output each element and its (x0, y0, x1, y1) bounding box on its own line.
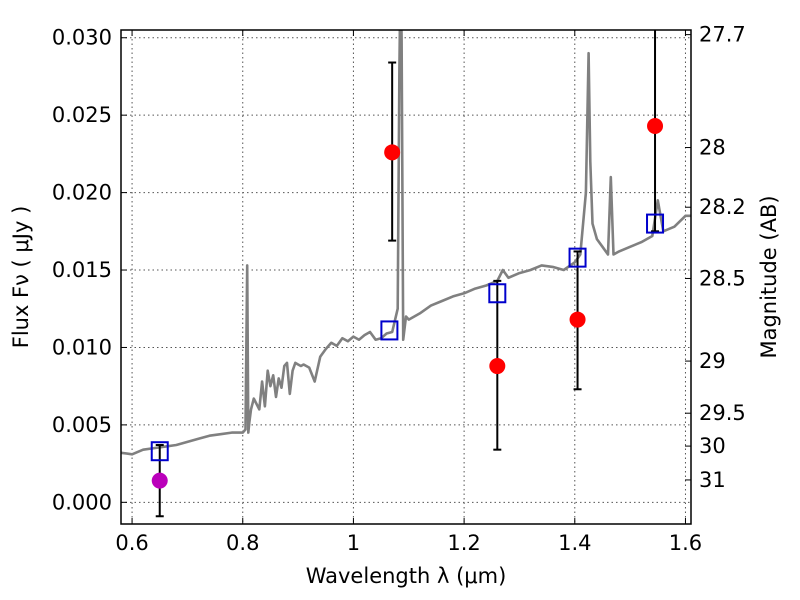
data-point (384, 144, 401, 161)
x-tick-label: 1 (347, 531, 360, 555)
y-tick-label: 0.010 (52, 335, 112, 359)
model-square-point (150, 441, 169, 462)
right-tick-label: 29 (699, 349, 726, 373)
x-tick-label: 1.6 (669, 531, 702, 555)
model-square-point (380, 320, 399, 341)
x-tick-label: 0.6 (115, 531, 148, 555)
x-tick-label: 1.4 (558, 531, 591, 555)
y-tick-label: 0.020 (52, 181, 112, 205)
grid (121, 30, 691, 524)
right-tick-label: 27.7 (699, 23, 746, 47)
model-square-point (646, 213, 665, 234)
right-tick-label: 28 (699, 136, 726, 160)
model-square-point (488, 283, 507, 304)
x-tick-label: 1.2 (447, 531, 480, 555)
y-tick-label: 0.000 (52, 490, 112, 514)
y-tick-label: 0.005 (52, 413, 112, 437)
data-point (569, 311, 586, 328)
spectrum-line (121, 30, 691, 456)
data-point (647, 118, 664, 135)
right-axis-label: Magnitude (AB) (757, 195, 781, 358)
x-axis-label: Wavelength λ (μm) (306, 564, 507, 588)
optical-data-point (151, 472, 168, 489)
right-tick-label: 28.5 (699, 266, 746, 290)
data-point (489, 358, 506, 375)
right-tick-label: 30 (699, 434, 726, 458)
y-tick-label: 0.015 (52, 258, 112, 282)
right-tick-label: 29.5 (699, 401, 746, 425)
x-tick-label: 0.8 (226, 531, 259, 555)
plot-frame (120, 29, 692, 525)
y-tick-label: 0.030 (52, 26, 112, 50)
axes-ticks: 0.6 0.8 1 1.2 1.4 1.6 0.000 0.005 0.010 0.015 0.02… (52, 23, 746, 555)
y-tick-label: 0.025 (52, 103, 112, 127)
right-tick-label: 28.2 (699, 195, 746, 219)
y-axis-label: Flux Fν ( μJy ) (9, 206, 33, 349)
plot-area (121, 30, 691, 518)
right-tick-label: 31 (699, 468, 726, 492)
model-square-point (568, 247, 587, 268)
